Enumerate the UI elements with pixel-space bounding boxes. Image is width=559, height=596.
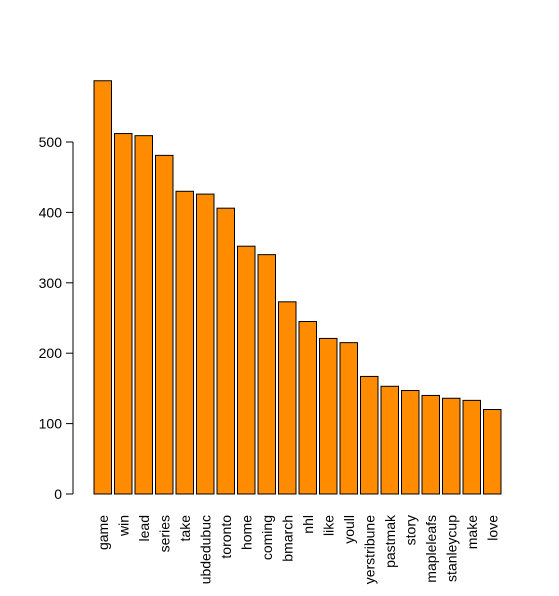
bar-yerstribune (360, 375, 379, 495)
bar-like (319, 337, 338, 495)
bar-ubdedubuc (196, 193, 215, 495)
bar-home (237, 245, 256, 495)
bar-game (93, 80, 112, 495)
bar-toronto (216, 207, 235, 495)
y-tick-label: 200 (39, 345, 63, 361)
y-tick-label: 300 (39, 275, 63, 291)
bar-love (483, 409, 502, 495)
x-tick-label: lead (136, 515, 152, 541)
bar-story (401, 390, 420, 495)
x-tick-label: mapleleafs (423, 515, 439, 583)
x-tick-label: like (320, 515, 336, 536)
x-tick-label: yerstribune (361, 515, 377, 584)
x-tick-label: series (156, 515, 172, 552)
y-tick-label: 100 (39, 416, 63, 432)
x-tick-label: make (464, 515, 480, 549)
bar-series (155, 154, 174, 495)
bar-mapleleafs (421, 394, 440, 495)
bar-pastmak (380, 385, 399, 495)
y-tick-label: 400 (39, 204, 63, 220)
x-tick-label: coming (259, 515, 275, 560)
bar-lead (134, 135, 153, 495)
x-tick-label: story (402, 515, 418, 545)
x-tick-label: bmarch (279, 515, 295, 562)
x-tick-label: stanleycup (443, 515, 459, 582)
bar-stanleycup (442, 397, 461, 495)
bar-youll (339, 342, 358, 495)
y-axis: 0 100 200 300 400 500 (39, 134, 74, 502)
x-tick-label: win (115, 515, 131, 537)
x-tick-label: take (177, 515, 193, 542)
bar-coming (257, 254, 276, 495)
y-tick-label: 0 (54, 486, 62, 502)
bars (93, 80, 502, 495)
x-tick-label: pastmak (382, 514, 398, 568)
category-labels: game win lead series take ubdedubuc toronto hom… (95, 514, 501, 584)
x-tick-label: home (238, 515, 254, 550)
y-tick-label: 500 (39, 134, 63, 150)
x-tick-label: toronto (218, 515, 234, 559)
x-tick-label: game (95, 515, 111, 550)
bar-nhl (298, 321, 317, 495)
x-tick-label: nhl (300, 515, 316, 534)
x-tick-label: love (484, 515, 500, 541)
bar-bmarch (278, 301, 297, 495)
bar-win (114, 133, 133, 495)
bar-make (462, 399, 481, 495)
bar-take (175, 190, 194, 495)
x-tick-label: youll (341, 515, 357, 544)
x-tick-label: ubdedubuc (197, 515, 213, 584)
